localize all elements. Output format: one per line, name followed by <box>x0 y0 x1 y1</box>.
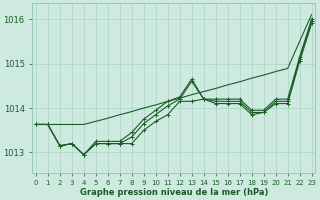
X-axis label: Graphe pression niveau de la mer (hPa): Graphe pression niveau de la mer (hPa) <box>80 188 268 197</box>
